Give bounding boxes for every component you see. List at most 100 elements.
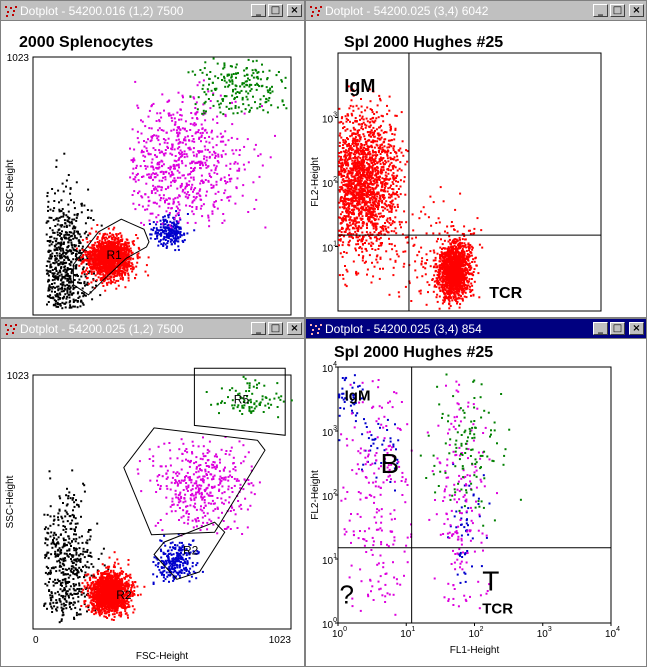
event-dot (64, 277, 67, 280)
event-dot (160, 197, 162, 199)
event-dot (155, 166, 158, 169)
event-dot (358, 169, 361, 172)
event-dot (208, 155, 211, 158)
close-button[interactable]: × (287, 4, 302, 17)
event-dot (352, 105, 355, 108)
event-dot (129, 247, 132, 250)
event-dots (338, 85, 484, 310)
event-dot (74, 258, 77, 261)
event-dot (97, 267, 100, 270)
event-dot (69, 192, 72, 195)
event-dot (368, 197, 371, 200)
event-dot (162, 129, 165, 132)
event-dot (131, 240, 134, 243)
event-dot (99, 262, 102, 265)
event-dot (149, 140, 152, 143)
event-dot (203, 91, 206, 94)
event-dot (127, 253, 130, 256)
event-dot (338, 165, 341, 168)
event-dot (177, 138, 180, 141)
gate-r1[interactable] (72, 218, 150, 296)
event-dot (385, 250, 388, 253)
event-dot (388, 193, 391, 196)
event-dot (96, 270, 99, 273)
event-dot (117, 258, 120, 261)
event-dot (352, 187, 355, 190)
event-dot (373, 203, 376, 206)
event-dot (157, 129, 160, 132)
event-dot (222, 67, 225, 70)
event-dot (375, 117, 378, 120)
event-dot (366, 273, 368, 276)
dotplot-window-1[interactable]: Dotplot - 54200.016 (1,2) 7500 _ □ × R1 2000 … (0, 0, 305, 318)
event-dot (108, 240, 111, 243)
event-dot (164, 239, 167, 241)
event-dot (169, 220, 172, 223)
event-dot (149, 212, 152, 215)
event-dot (366, 224, 368, 227)
event-dot (172, 173, 175, 176)
event-dot (188, 173, 191, 176)
event-dot (376, 254, 379, 257)
event-dot (338, 216, 341, 219)
close-button[interactable]: × (629, 4, 644, 17)
event-dot (73, 230, 76, 233)
event-dot (384, 190, 387, 193)
title-bar[interactable]: Dotplot - 54200.025 (3,4) 6042 _ □ × (306, 1, 646, 21)
event-dot (179, 230, 182, 233)
event-dot (232, 88, 234, 91)
event-dot (369, 121, 372, 124)
event-dot (387, 160, 390, 163)
event-dot (171, 144, 174, 147)
event-dot (371, 261, 373, 264)
event-dot (73, 218, 76, 221)
event-dot (136, 255, 139, 258)
event-dot (53, 282, 56, 285)
event-dot (389, 201, 392, 203)
dotplot-app-icon[interactable] (308, 4, 322, 18)
event-dot (224, 143, 227, 146)
event-dot (68, 263, 71, 265)
event-dot (391, 174, 394, 177)
event-dot (63, 225, 66, 228)
title-bar[interactable]: Dotplot - 54200.016 (1,2) 7500 _ □ × (1, 1, 304, 21)
event-dot (192, 170, 194, 172)
event-dot (381, 242, 383, 244)
event-dot (373, 210, 376, 213)
event-dot (372, 132, 375, 135)
event-dot (106, 278, 109, 281)
event-dot (366, 192, 369, 195)
event-dot (147, 115, 150, 118)
event-dot (339, 186, 342, 189)
event-dot (80, 300, 83, 303)
event-dot (255, 198, 258, 201)
maximize-button[interactable]: □ (268, 4, 283, 17)
event-dot (342, 184, 345, 186)
event-dot (383, 184, 386, 186)
event-dot (131, 270, 134, 273)
minimize-button[interactable]: _ (593, 4, 608, 17)
event-dot (366, 179, 369, 181)
event-dot (86, 250, 89, 253)
event-dot (357, 198, 360, 201)
event-dot (81, 248, 84, 251)
event-dot (94, 267, 97, 270)
event-dot (364, 148, 367, 150)
event-dot (381, 206, 383, 209)
dotplot-app-icon[interactable] (3, 4, 17, 18)
event-dot (114, 258, 117, 261)
event-dot (114, 270, 117, 273)
event-dot (137, 141, 140, 144)
event-dot (192, 213, 195, 216)
dotplot-window-2[interactable]: Dotplot - 54200.025 (3,4) 6042 _ □ × Spl 200… (305, 0, 647, 318)
event-dot (363, 164, 366, 167)
event-dot (205, 110, 207, 113)
event-dot (363, 151, 366, 154)
event-dot (265, 86, 268, 89)
maximize-button[interactable]: □ (610, 4, 625, 17)
minimize-button[interactable]: _ (251, 4, 266, 17)
event-dot (166, 245, 169, 248)
event-dot (132, 257, 135, 260)
event-dot (390, 193, 393, 196)
event-dot (391, 188, 394, 190)
